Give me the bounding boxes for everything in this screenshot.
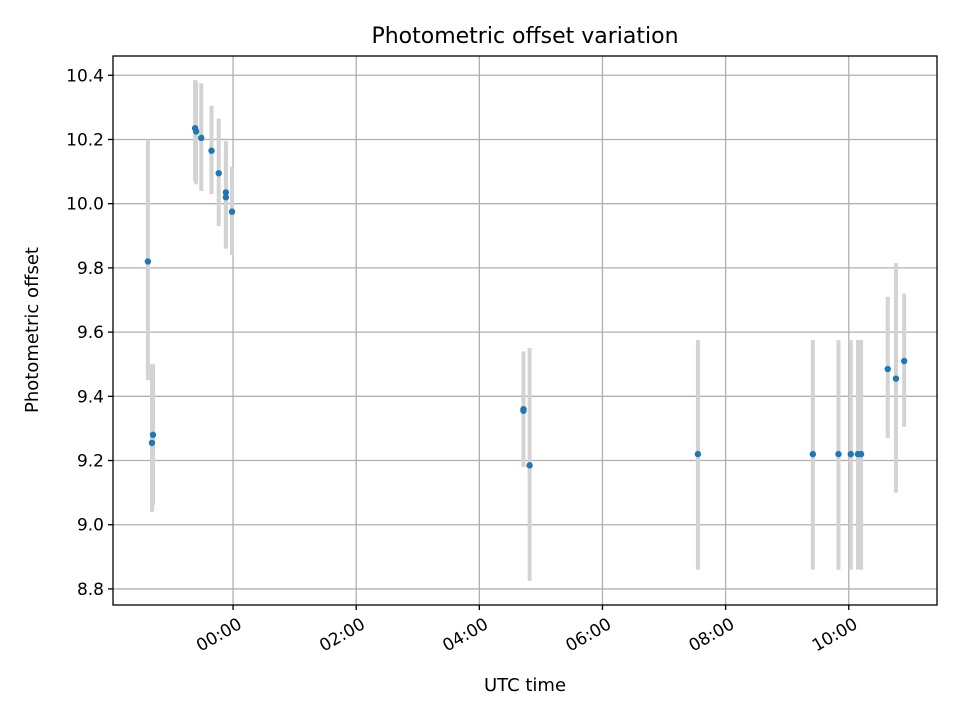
data-point	[228, 208, 236, 215]
x-tick-label: 02:00	[316, 614, 368, 656]
x-tick-label: 06:00	[563, 614, 615, 656]
data-point	[222, 189, 230, 196]
data-point	[208, 147, 215, 154]
data-point	[198, 134, 205, 142]
grid-layer	[113, 56, 937, 605]
x-axis-label: UTC time	[484, 675, 566, 696]
data-point	[520, 407, 527, 414]
y-tick-label: 10.2	[66, 130, 104, 150]
data-point	[526, 462, 533, 469]
y-tick-label: 9.0	[77, 516, 104, 536]
data-point	[144, 258, 152, 265]
data-point	[884, 365, 891, 373]
data-point	[694, 450, 702, 458]
y-tick-label: 8.8	[77, 580, 104, 600]
y-tick-label: 9.4	[77, 387, 104, 407]
data-point	[192, 128, 200, 135]
data-point	[149, 431, 157, 439]
data-point	[215, 169, 222, 177]
x-tick-label: 08:00	[686, 614, 738, 656]
point-layer	[144, 125, 908, 469]
data-point	[148, 439, 156, 447]
data-point	[847, 450, 855, 458]
y-tick-label: 10.0	[66, 195, 104, 215]
chart-title: Photometric offset variation	[371, 24, 678, 49]
plot-frame	[112, 55, 938, 606]
y-tick-label: 9.6	[77, 323, 104, 343]
y-tick-label: 9.2	[77, 452, 104, 472]
data-point	[809, 450, 817, 458]
y-tick-label: 10.4	[66, 66, 104, 86]
x-tick-label: 00:00	[193, 614, 245, 656]
data-point	[857, 450, 865, 458]
y-tick-label: 9.8	[77, 259, 104, 279]
data-point	[900, 357, 908, 365]
x-tick-label: 10:00	[809, 614, 861, 656]
tick-layer: 00:00 02:00 04:00 06:00 08:00 10:00 8.8 9.0 9.2 9…	[66, 66, 861, 656]
data-point	[892, 375, 900, 382]
errorbar-layer	[145, 80, 907, 581]
y-axis-label: Photometric offset	[22, 247, 43, 413]
data-point	[835, 450, 842, 458]
x-tick-label: 04:00	[439, 614, 491, 656]
data-point	[222, 194, 230, 201]
